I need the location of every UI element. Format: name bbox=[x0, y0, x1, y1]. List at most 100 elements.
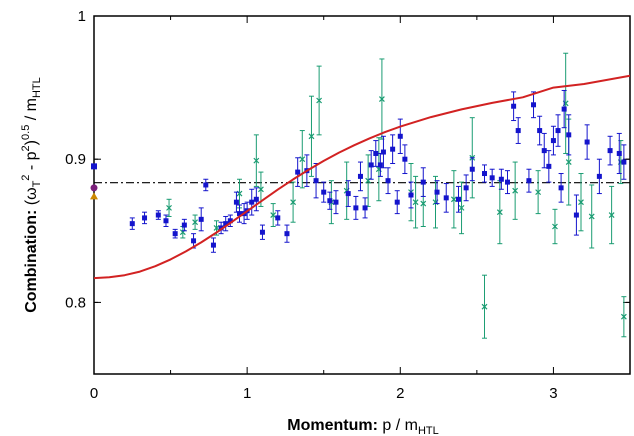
blue-point bbox=[385, 178, 391, 184]
blue-point bbox=[607, 148, 613, 154]
blue-point bbox=[420, 179, 426, 185]
blue-point bbox=[295, 169, 301, 175]
blue-point bbox=[345, 191, 351, 197]
blue-point bbox=[558, 185, 564, 191]
x-tick-label: 1 bbox=[243, 385, 251, 402]
blue-point bbox=[566, 132, 572, 138]
blue-point bbox=[443, 195, 449, 201]
green-point bbox=[535, 189, 542, 196]
green-point bbox=[481, 303, 488, 310]
blue-point bbox=[515, 128, 521, 134]
blue-point bbox=[504, 179, 510, 185]
blue-point bbox=[434, 189, 440, 195]
y-tick-label: 0.9 bbox=[65, 151, 86, 168]
blue-point bbox=[198, 216, 204, 222]
x-ticks: 0 1 2 3 bbox=[90, 16, 558, 402]
blue-point bbox=[249, 199, 255, 205]
y-axis-label-part3: ) bbox=[23, 140, 40, 145]
blue-point bbox=[172, 231, 178, 237]
blue-point bbox=[357, 173, 363, 179]
red-curve-group bbox=[94, 74, 630, 280]
green-point bbox=[496, 209, 503, 216]
blue-point bbox=[362, 205, 368, 211]
blue-point bbox=[511, 103, 517, 109]
green-series bbox=[166, 52, 627, 339]
blue-point bbox=[573, 212, 579, 218]
green-point bbox=[412, 199, 419, 206]
y-axis-label-sub1: T bbox=[31, 180, 43, 187]
blue-point bbox=[373, 150, 379, 156]
y-axis-label-sup3: 0.5 bbox=[20, 125, 32, 140]
x-axis-label-bold: Momentum: bbox=[287, 417, 378, 434]
x-axis-label: Momentum: p / mHTL bbox=[287, 417, 438, 436]
blue-point bbox=[313, 178, 319, 184]
blue-point bbox=[227, 218, 233, 224]
blue-point bbox=[191, 238, 197, 244]
blue-point bbox=[203, 182, 209, 188]
green-point bbox=[166, 204, 172, 211]
blue-point bbox=[482, 171, 488, 177]
blue-point bbox=[321, 189, 327, 195]
green-point bbox=[258, 186, 264, 193]
blue-point bbox=[275, 215, 281, 221]
blue-point bbox=[526, 178, 532, 184]
axis-triangle-point bbox=[90, 192, 98, 200]
green-point bbox=[608, 212, 615, 218]
y-axis-label-part1: (ω bbox=[23, 187, 40, 209]
blue-point bbox=[469, 166, 475, 172]
blue-point bbox=[498, 176, 504, 182]
blue-point bbox=[142, 215, 148, 221]
blue-point bbox=[394, 199, 400, 205]
green-point bbox=[578, 199, 584, 206]
x-tick-label: 3 bbox=[549, 385, 557, 402]
red-curve bbox=[94, 74, 630, 280]
blue-point bbox=[233, 199, 239, 205]
green-point bbox=[316, 97, 323, 104]
green-point bbox=[253, 157, 260, 164]
green-point bbox=[420, 200, 427, 207]
green-point bbox=[450, 196, 457, 203]
blue-point bbox=[616, 150, 622, 156]
blue-point bbox=[537, 128, 543, 134]
x-axis-label-sub: HTL bbox=[418, 425, 439, 436]
blue-point bbox=[236, 211, 242, 217]
blue-point bbox=[489, 175, 495, 181]
y-axis-label-sub2: HTL bbox=[31, 77, 43, 98]
blue-point bbox=[181, 222, 187, 228]
y-axis-label-bold: Combination: bbox=[23, 210, 40, 313]
y-ticks: 0.8 0.9 1 bbox=[65, 8, 630, 311]
green-point bbox=[620, 313, 627, 320]
green-point bbox=[192, 219, 198, 226]
green-point bbox=[308, 133, 315, 140]
plot-frame bbox=[93, 15, 631, 375]
blue-point bbox=[550, 138, 556, 144]
y-tick-label: 1 bbox=[78, 8, 86, 25]
blue-point bbox=[223, 221, 229, 227]
blue-point bbox=[327, 198, 333, 204]
green-point bbox=[299, 156, 306, 163]
blue-point bbox=[333, 199, 339, 205]
green-point bbox=[512, 187, 519, 194]
blue-point bbox=[397, 133, 403, 139]
axis-circle-point bbox=[90, 184, 98, 192]
green-point bbox=[552, 223, 558, 230]
blue-point bbox=[584, 139, 590, 145]
blue-point bbox=[621, 159, 627, 165]
blue-point bbox=[380, 149, 386, 155]
green-point bbox=[588, 213, 595, 220]
blue-point bbox=[218, 225, 224, 231]
x-tick-label: 2 bbox=[396, 385, 404, 402]
green-point bbox=[213, 225, 220, 231]
blue-point bbox=[455, 196, 461, 202]
blue-series bbox=[129, 89, 627, 253]
x-tick-label: 0 bbox=[90, 385, 98, 402]
green-point bbox=[458, 204, 465, 211]
axis-points bbox=[90, 163, 98, 200]
blue-point bbox=[546, 163, 552, 169]
y-axis-label-sup1: 2 bbox=[20, 175, 32, 181]
blue-point bbox=[596, 173, 602, 179]
x-axis-label-main: p / m bbox=[378, 417, 418, 434]
blue-point bbox=[284, 231, 290, 237]
y-tick-label: 0.8 bbox=[65, 294, 86, 311]
